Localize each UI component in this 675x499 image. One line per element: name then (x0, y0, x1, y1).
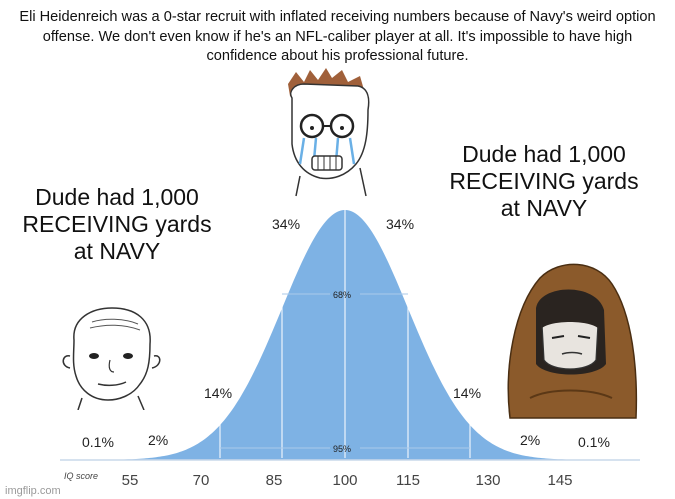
pct-mid-left: 14% (204, 385, 232, 401)
axis-tick-100: 100 (332, 472, 357, 489)
imgflip-watermark: imgflip.com (5, 485, 61, 497)
pct-center-left: 34% (272, 216, 300, 232)
axis-label: IQ score (64, 471, 98, 481)
axis-ticks: 55 70 85 100 115 130 145 (122, 472, 573, 489)
axis-tick-70: 70 (193, 472, 210, 489)
axis-tick-115: 115 (396, 472, 420, 489)
simple-wojak-icon (62, 307, 161, 410)
pct-mid-right: 14% (453, 385, 481, 401)
axis-tick-130: 130 (475, 472, 500, 489)
right-meme-text: Dude had 1,000 RECEIVING yards at NAVY (449, 141, 639, 221)
crying-wojak-icon (288, 68, 370, 197)
sd-lines (219, 210, 471, 458)
pct-band-95: 95% (333, 444, 351, 454)
left-meme-text: Dude had 1,000 RECEIVING yards at NAVY (22, 184, 212, 264)
pct-band-68: 68% (333, 290, 351, 300)
axis-tick-55: 55 (122, 472, 139, 489)
axis-tick-145: 145 (547, 472, 572, 489)
axis-tick-85: 85 (266, 472, 283, 489)
pct-center-right: 34% (386, 216, 414, 232)
pct-far-left: 0.1% (82, 434, 114, 450)
pct-far-right: 0.1% (578, 434, 610, 450)
meme-caption: Eli Heidenreich was a 0-star recruit wit… (19, 9, 656, 64)
bell-curve-fill (60, 210, 640, 460)
hooded-wojak-icon (507, 263, 638, 419)
pct-tail-left: 2% (148, 432, 168, 448)
pct-tail-right: 2% (520, 432, 540, 448)
